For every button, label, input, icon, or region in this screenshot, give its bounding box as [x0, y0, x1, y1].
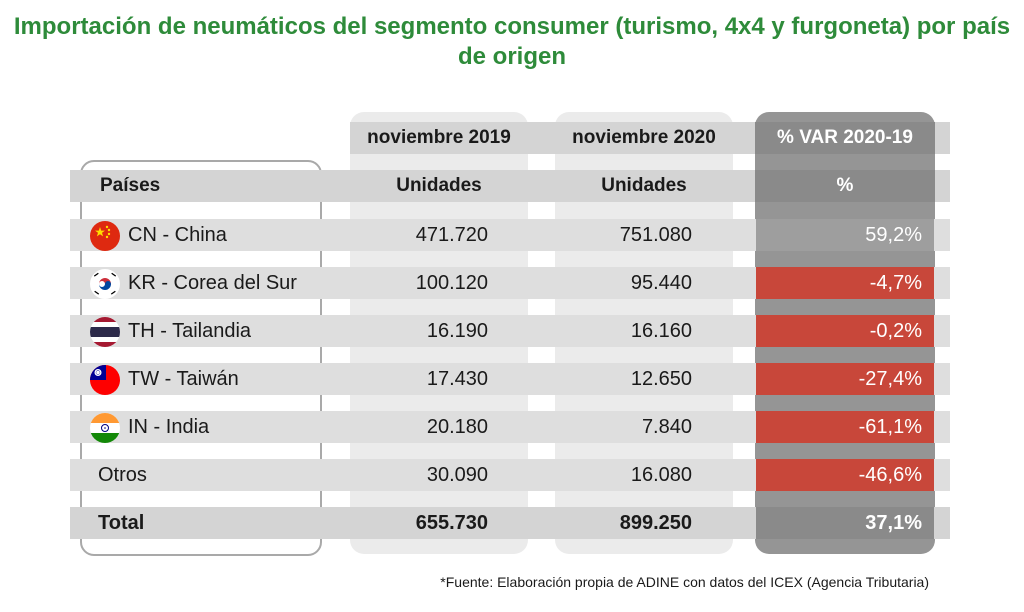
header-nov-2020: noviembre 2020 [572, 127, 716, 148]
table-row-thailand: TH - Tailandia 16.190 16.160 -0,2% [70, 315, 950, 359]
header-paises: Países [100, 175, 161, 196]
india-flag-icon [90, 413, 120, 443]
value-var: -61,1% [756, 411, 934, 443]
value-2019: 16.190 [426, 320, 488, 342]
value-2020: 16.160 [630, 320, 692, 342]
table-row-total: Total 655.730 899.250 37,1% [70, 507, 950, 551]
header-unidades-2020: Unidades [601, 175, 687, 196]
country-label: TH - Tailandia [128, 320, 252, 342]
var-header-band [755, 122, 935, 154]
value-var: -46,6% [756, 459, 934, 491]
value-2019: 20.180 [426, 416, 488, 438]
value-2020: 95.440 [630, 272, 692, 294]
header-unidades-2019: Unidades [396, 175, 482, 196]
country-label: CN - China [128, 224, 227, 246]
subheader-var-band [755, 170, 935, 202]
header-nov-2019: noviembre 2019 [367, 127, 511, 148]
total-var: 37,1% [865, 512, 922, 534]
taiwan-flag-icon [90, 365, 120, 395]
value-2019: 100.120 [415, 272, 488, 294]
chart-title: Importación de neumáticos del segmento c… [13, 13, 1011, 70]
table-row-otros: Otros 30.090 16.080 -46,6% [70, 459, 950, 503]
thailand-flag-icon [90, 317, 120, 347]
country-label: TW - Taiwán [128, 368, 239, 390]
value-var: -27,4% [756, 363, 934, 395]
country-label: IN - India [128, 416, 210, 438]
header-var: % VAR 2020-19 [777, 127, 913, 148]
total-2020: 899.250 [619, 512, 692, 534]
value-2020: 12.650 [630, 368, 692, 390]
table-row-taiwan: TW - Taiwán 17.430 12.650 -27,4% [70, 363, 950, 407]
value-var: 59,2% [865, 224, 922, 246]
value-2020: 16.080 [630, 464, 692, 486]
table-row-korea: KR - Corea del Sur 100.120 95.440 -4,7% [70, 267, 950, 311]
table-row-china: CN - China 471.720 751.080 59,2% [70, 219, 950, 263]
countries-column-frame [80, 160, 322, 556]
value-2019: 17.430 [426, 368, 488, 390]
total-2019: 655.730 [415, 512, 488, 534]
table-row-india: IN - India 20.180 7.840 -61,1% [70, 411, 950, 455]
country-label: Otros [98, 464, 147, 486]
country-label: KR - Corea del Sur [128, 272, 297, 294]
value-2020: 751.080 [619, 224, 692, 246]
south-korea-flag-icon [90, 269, 120, 299]
source-footnote: *Fuente: Elaboración propia de ADINE con… [440, 574, 929, 590]
value-2019: 471.720 [415, 224, 488, 246]
total-label: Total [98, 512, 145, 534]
value-var: -4,7% [756, 267, 934, 299]
header-pct: % [836, 175, 854, 196]
value-var: -0,2% [756, 315, 934, 347]
value-2020: 7.840 [641, 416, 692, 438]
value-2019: 30.090 [426, 464, 488, 486]
china-flag-icon [90, 221, 120, 251]
